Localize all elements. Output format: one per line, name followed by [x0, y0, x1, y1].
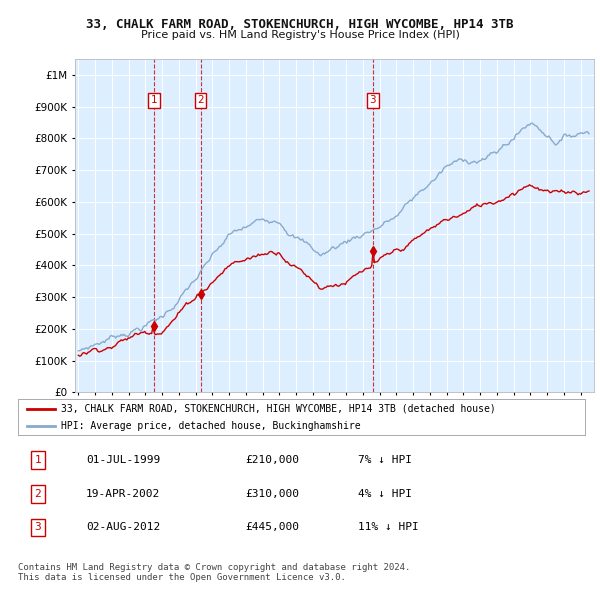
Text: 02-AUG-2012: 02-AUG-2012 [86, 522, 160, 532]
Text: 33, CHALK FARM ROAD, STOKENCHURCH, HIGH WYCOMBE, HP14 3TB: 33, CHALK FARM ROAD, STOKENCHURCH, HIGH … [86, 18, 514, 31]
Text: 19-APR-2002: 19-APR-2002 [86, 489, 160, 499]
Text: 11% ↓ HPI: 11% ↓ HPI [358, 522, 419, 532]
Text: 3: 3 [370, 95, 376, 105]
Text: 01-JUL-1999: 01-JUL-1999 [86, 455, 160, 465]
Text: 7% ↓ HPI: 7% ↓ HPI [358, 455, 412, 465]
Text: £445,000: £445,000 [245, 522, 299, 532]
Text: 2: 2 [197, 95, 204, 105]
Text: 4% ↓ HPI: 4% ↓ HPI [358, 489, 412, 499]
Text: 1: 1 [151, 95, 157, 105]
Text: 2: 2 [34, 489, 41, 499]
Text: 3: 3 [34, 522, 41, 532]
Text: 1: 1 [34, 455, 41, 465]
Text: HPI: Average price, detached house, Buckinghamshire: HPI: Average price, detached house, Buck… [61, 421, 360, 431]
Text: Contains HM Land Registry data © Crown copyright and database right 2024.
This d: Contains HM Land Registry data © Crown c… [18, 563, 410, 582]
Text: Price paid vs. HM Land Registry's House Price Index (HPI): Price paid vs. HM Land Registry's House … [140, 30, 460, 40]
Text: 33, CHALK FARM ROAD, STOKENCHURCH, HIGH WYCOMBE, HP14 3TB (detached house): 33, CHALK FARM ROAD, STOKENCHURCH, HIGH … [61, 404, 495, 414]
Text: £210,000: £210,000 [245, 455, 299, 465]
Text: £310,000: £310,000 [245, 489, 299, 499]
